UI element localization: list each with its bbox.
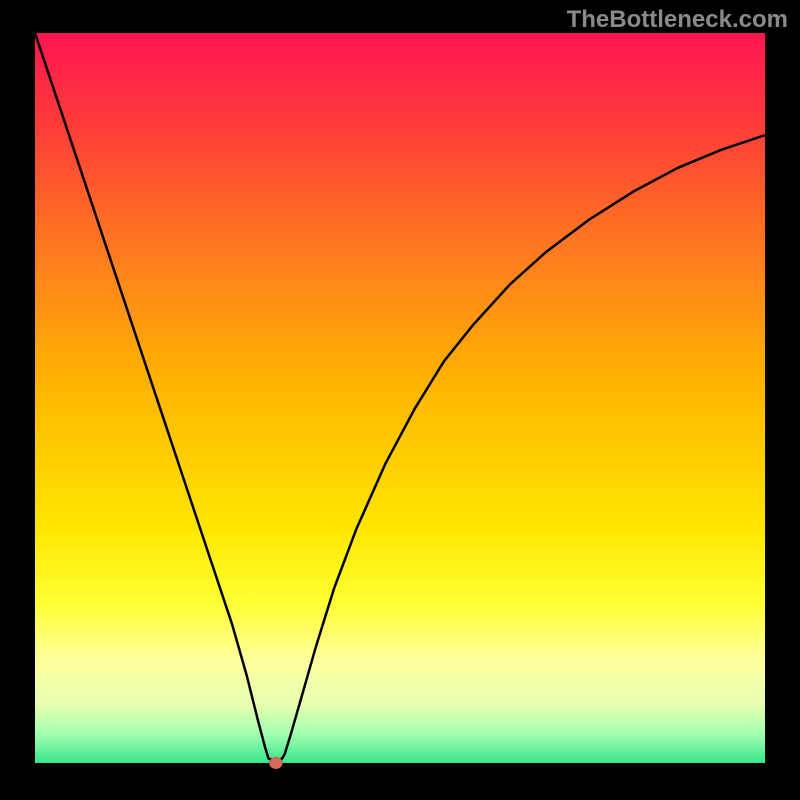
chart-container: TheBottleneck.com (0, 0, 800, 800)
watermark-text: TheBottleneck.com (567, 6, 788, 34)
optimal-point-marker (269, 757, 282, 769)
plot-background (35, 33, 765, 763)
bottleneck-chart (0, 0, 800, 800)
